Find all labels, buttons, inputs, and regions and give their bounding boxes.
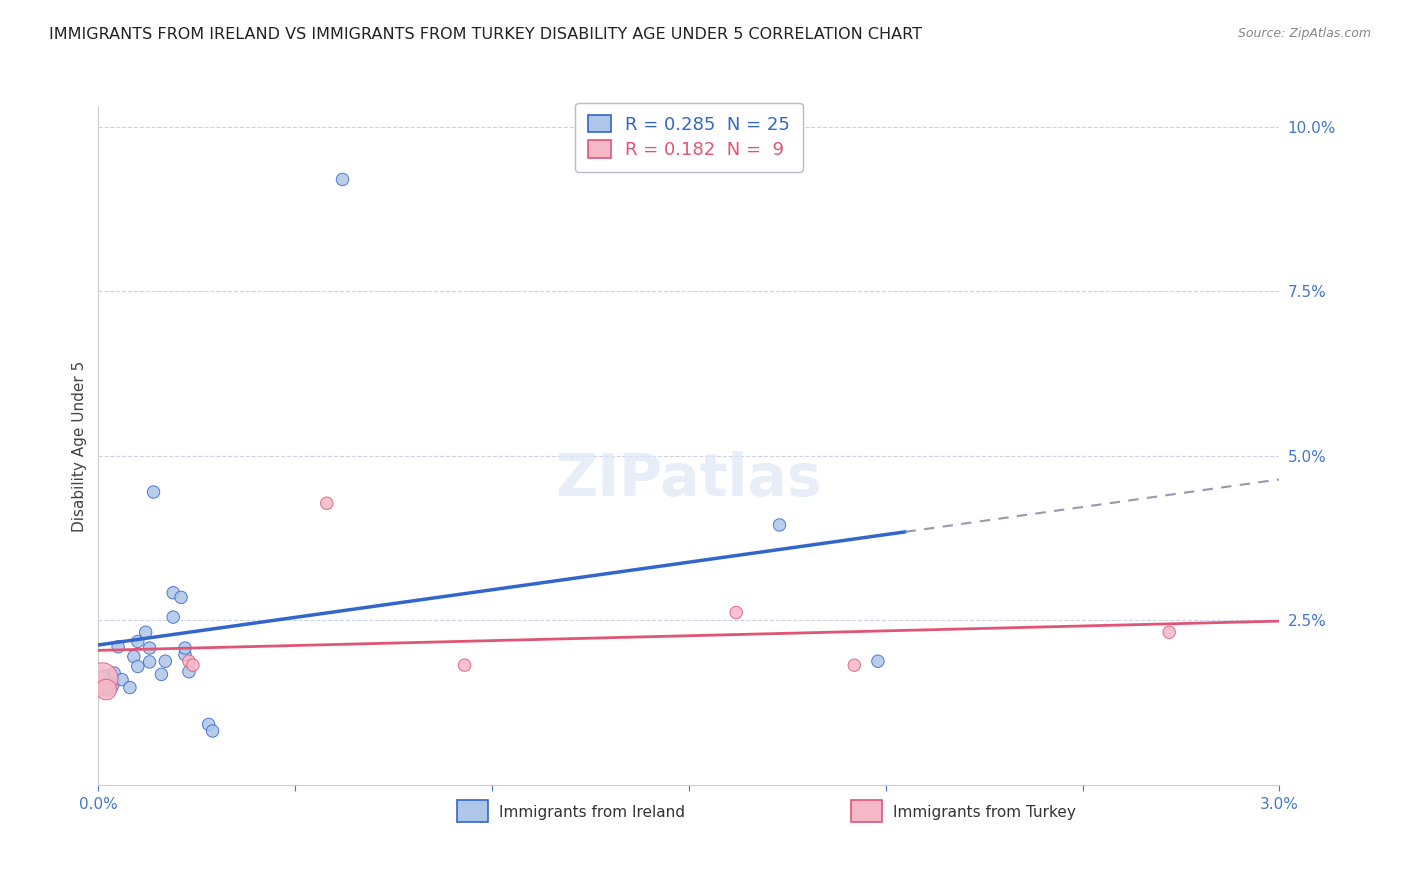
Point bbox=[174, 641, 197, 656]
Point bbox=[138, 655, 160, 669]
Point bbox=[118, 681, 141, 695]
Point bbox=[111, 673, 134, 687]
Point bbox=[96, 682, 118, 697]
Text: ZIPatlas: ZIPatlas bbox=[555, 451, 823, 508]
Point bbox=[96, 676, 118, 690]
Point bbox=[162, 610, 184, 624]
Point bbox=[127, 659, 149, 673]
Text: Immigrants from Ireland: Immigrants from Ireland bbox=[499, 805, 685, 820]
Point bbox=[127, 634, 149, 648]
Text: Source: ZipAtlas.com: Source: ZipAtlas.com bbox=[1237, 27, 1371, 40]
Text: Immigrants from Turkey: Immigrants from Turkey bbox=[893, 805, 1076, 820]
Point bbox=[866, 654, 889, 668]
Point bbox=[138, 641, 160, 656]
Point bbox=[177, 665, 200, 679]
Point bbox=[150, 667, 173, 681]
Point bbox=[107, 640, 129, 654]
Legend: R = 0.285  N = 25, R = 0.182  N =  9: R = 0.285 N = 25, R = 0.182 N = 9 bbox=[575, 103, 803, 172]
Point bbox=[155, 654, 177, 668]
Y-axis label: Disability Age Under 5: Disability Age Under 5 bbox=[72, 360, 87, 532]
Point bbox=[142, 485, 165, 500]
Point bbox=[177, 654, 200, 668]
Point bbox=[91, 671, 114, 685]
Point bbox=[768, 518, 790, 533]
Text: IMMIGRANTS FROM IRELAND VS IMMIGRANTS FROM TURKEY DISABILITY AGE UNDER 5 CORRELA: IMMIGRANTS FROM IRELAND VS IMMIGRANTS FR… bbox=[49, 27, 922, 42]
Point bbox=[453, 658, 475, 673]
Point bbox=[201, 723, 224, 738]
Point bbox=[170, 591, 193, 605]
Point bbox=[162, 586, 184, 600]
Point bbox=[332, 172, 354, 186]
Point bbox=[725, 606, 748, 620]
Point bbox=[122, 649, 145, 664]
Point bbox=[135, 625, 157, 640]
Point bbox=[174, 648, 197, 662]
Point bbox=[181, 658, 204, 673]
Point bbox=[315, 496, 337, 510]
Point bbox=[844, 658, 866, 673]
Point bbox=[1159, 625, 1181, 640]
Point bbox=[103, 666, 125, 681]
Point bbox=[197, 717, 219, 731]
